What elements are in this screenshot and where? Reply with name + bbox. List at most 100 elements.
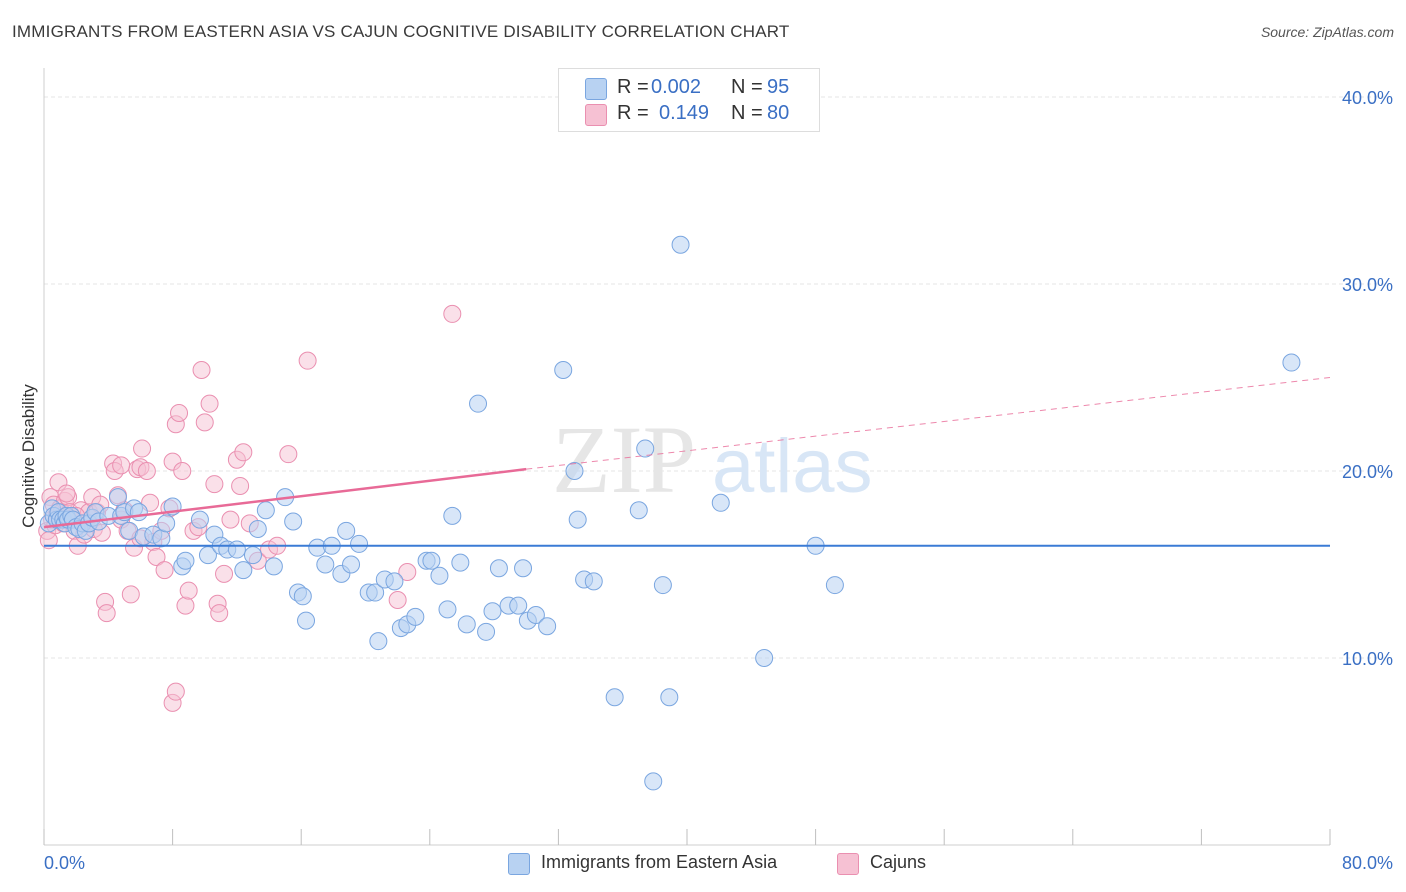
eastern-asia-point [234,561,253,580]
eastern-asia-point [755,649,774,667]
legend-label: Cajuns [870,852,927,872]
eastern-asia-point [422,551,441,570]
n-value: 95 [767,76,790,98]
watermark: ZIP atlas [552,406,873,513]
cajuns-point [192,361,211,380]
r-label: R = [617,76,649,98]
eastern-asia-point [483,602,502,621]
eastern-asia-point [568,510,587,529]
cajuns-point [147,548,166,567]
eastern-asia-point [129,503,148,522]
eastern-asia-point [350,534,369,553]
eastern-asia-point [342,555,361,574]
eastern-asia-point [316,555,335,574]
eastern-asia-point [554,361,573,380]
eastern-asia-point [430,566,449,585]
x-tick-label: 0.0% [44,853,85,873]
eastern-asia-point [152,529,171,548]
eastern-asia-point [264,557,283,576]
y-tick-label: 40.0% [1342,88,1393,108]
eastern-asia-point [297,611,316,630]
r-value: 0.002 [651,76,702,98]
eastern-asia-point [526,605,545,624]
blue-swatch [585,78,607,100]
eastern-asia-point [108,488,127,507]
eastern-asia-point [385,572,404,591]
cajuns-trend-line [43,467,527,529]
eastern-asia-point [176,551,195,570]
eastern-asia-point [366,583,385,602]
y-axis-label: Cognitive Disability [19,384,38,528]
cajuns-point [112,456,131,475]
cajuns-point [200,394,219,413]
eastern-asia-point [660,688,679,707]
cajuns-point [97,604,116,623]
cajuns-point [166,682,185,701]
chart-title: IMMIGRANTS FROM EASTERN ASIA VS CAJUN CO… [12,22,790,41]
eastern-asia-point [653,576,672,595]
cajuns-point [234,443,253,462]
x-tick-label: 80.0% [1342,853,1393,873]
cajuns-point [195,413,214,432]
eastern-asia-point [369,632,388,651]
cajuns-point [205,475,224,494]
cajuns-point [279,445,298,464]
cajuns-point [155,561,174,580]
eastern-asia-point [629,501,648,520]
trend-lines [43,377,1331,547]
eastern-asia-point [565,462,584,480]
y-tick-label: 30.0% [1342,275,1393,295]
eastern-asia-point [671,235,690,254]
tick-labels: 10.0% 20.0% 30.0% 40.0% 0.0% 80.0% [44,88,1393,873]
eastern-asia-point [489,559,508,578]
eastern-asia-point [337,521,356,540]
eastern-asia-point [256,501,275,520]
eastern-asia-point [469,394,488,413]
r-label: R = [617,102,649,124]
y-tick-label: 10.0% [1342,649,1393,669]
eastern-asia-point [711,493,730,512]
eastern-asia-point [477,622,496,641]
cajuns-point [298,351,317,370]
cajuns-point [176,596,195,615]
eastern-asia-point [438,600,457,619]
eastern-asia-point [514,559,533,578]
watermark-atlas: atlas [712,424,873,509]
cajuns-point [133,439,152,458]
eastern-asia-point [605,688,624,707]
cajuns-point [179,581,198,600]
cajuns-point [173,462,192,480]
n-label: N = [731,102,763,124]
n-value: 80 [767,102,790,124]
cajuns-point [443,304,462,323]
eastern-asia-point [443,506,462,525]
cajuns-point [57,484,76,503]
eastern-asia-point [538,617,557,636]
legend-label: Immigrants from Eastern Asia [541,852,778,872]
cajuns-trend-line-extended [526,377,1331,470]
eastern-asia-point [157,514,176,533]
eastern-asia-point [636,439,655,458]
n-label: N = [731,76,763,98]
correlation-legend: R = 0.002 N = 95 R = 0.149 N = 80 [558,68,820,132]
cajuns-point [121,585,140,604]
eastern-asia-point [584,572,603,591]
blue-swatch [508,853,530,875]
eastern-asia-point [248,519,267,538]
eastern-asia-point [190,510,209,529]
cajuns-point [215,564,234,583]
eastern-asia-point [284,512,303,531]
grid-lines [44,96,1392,659]
eastern-asia-point [825,576,844,595]
eastern-asia-point [406,607,425,626]
eastern-asia-point [1282,353,1301,372]
watermark-zip: ZIP [552,406,696,513]
cajuns-point [398,562,417,581]
cajuns-point [170,404,189,423]
r-value: 0.149 [659,102,710,124]
pink-swatch [837,853,859,875]
y-tick-label: 20.0% [1342,462,1393,482]
pink-swatch [585,104,607,126]
eastern-asia-point [457,615,476,634]
